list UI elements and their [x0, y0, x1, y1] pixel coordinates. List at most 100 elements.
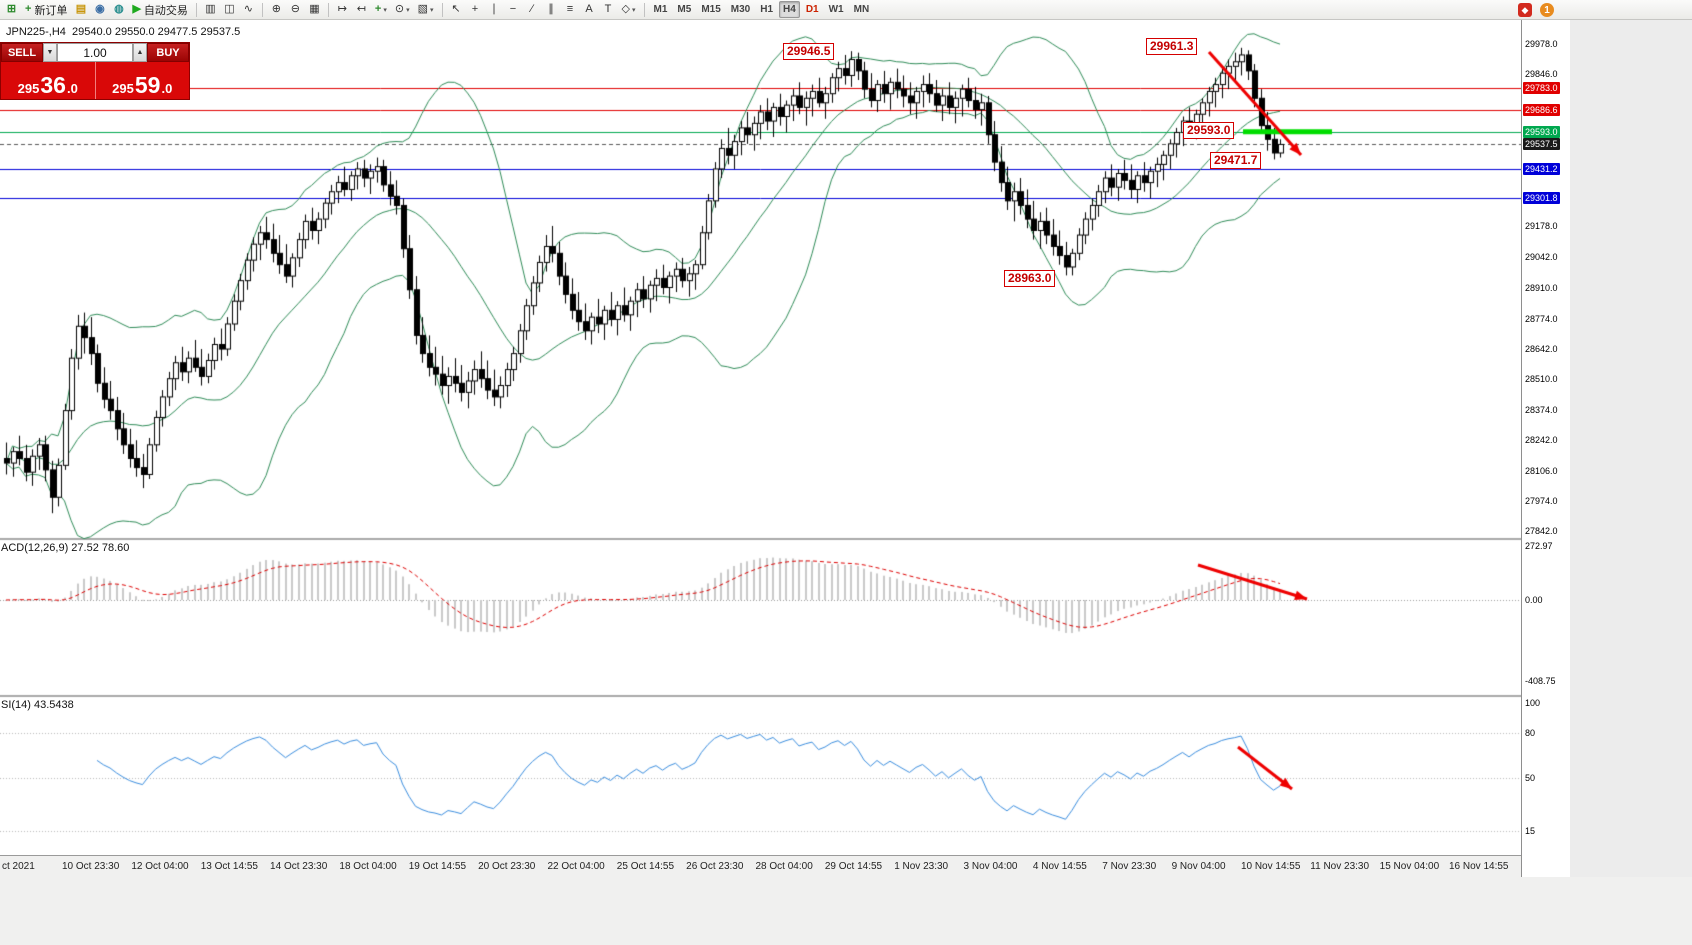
axis-label: 28774.0	[1525, 314, 1558, 324]
price-annotation: 29946.5	[783, 43, 835, 60]
time-label: 16 Nov 14:55	[1449, 861, 1509, 872]
bar-chart-icon[interactable]: ▥	[202, 1, 219, 18]
time-label: 4 Nov 14:55	[1032, 861, 1087, 872]
macd-indicator-label: ACD(12,26,9) 27.52 78.60	[1, 542, 130, 554]
templates-button[interactable]: ▧ ▾	[415, 1, 437, 18]
time-label: 12 Oct 04:00	[131, 861, 189, 872]
crosshair-tool[interactable]: +	[467, 1, 484, 18]
tray-icon[interactable]: ◆	[1518, 3, 1532, 17]
tile-windows-icon[interactable]: ▦	[306, 1, 323, 18]
horizontal-line-tool[interactable]: −	[505, 1, 522, 18]
tf-m30-button[interactable]: M30	[730, 4, 751, 15]
tf-w1-button[interactable]: W1	[828, 4, 844, 15]
trendline-tool[interactable]: ∕	[524, 1, 541, 18]
fibonacci-tool[interactable]: ≡	[562, 1, 579, 18]
price-annotation: 29471.7	[1210, 152, 1262, 169]
data-window-icon-icon: ◍	[114, 3, 124, 15]
bottom-filler	[0, 877, 1692, 945]
notification-badge[interactable]: 1	[1540, 3, 1554, 17]
price-annotation: 29961.3	[1146, 38, 1198, 55]
line-chart-icon-icon: ∿	[243, 3, 254, 15]
volume-decrease-button[interactable]: ▼	[43, 43, 57, 62]
buy-header-button[interactable]: BUY	[147, 43, 189, 62]
time-label: 3 Nov 04:00	[963, 861, 1018, 872]
time-label: 26 Oct 23:30	[686, 861, 744, 872]
tf-h4-button[interactable]: H4	[779, 1, 800, 18]
price-digits: 295	[112, 81, 134, 96]
axis-price-tag: 29301.8	[1523, 192, 1560, 204]
vertical-line-tool[interactable]: ∣	[486, 1, 503, 18]
time-label: 1 Nov 23:30	[894, 861, 949, 872]
chart-shift-icon-icon: ↤	[356, 3, 367, 15]
price-annotation: 28963.0	[1004, 270, 1056, 287]
bar-chart-icon-icon: ▥	[205, 3, 216, 15]
sell-header-button[interactable]: SELL	[1, 43, 43, 62]
chevron-down-icon: ▾	[631, 6, 636, 14]
label-tool[interactable]: T	[600, 1, 617, 18]
indicators-icon: +	[374, 3, 382, 15]
autotrading-button-label: 自动交易	[143, 4, 188, 17]
axis-label: 29042.0	[1525, 252, 1558, 262]
price-digits: .0	[66, 81, 78, 96]
time-label: ct 2021	[2, 861, 35, 872]
volume-input[interactable]	[57, 43, 133, 62]
chart-shift-icon[interactable]: ↤	[353, 1, 370, 18]
auto-scroll-icon-icon: ↦	[337, 3, 348, 15]
axis-label: 80	[1525, 728, 1536, 738]
price-axis: 29978.0 29846.0 29783.0 29686.6 29593.0 29537…	[1521, 20, 1570, 877]
tf-mn-button[interactable]: MN	[853, 4, 870, 15]
axis-label: 28510.0	[1525, 374, 1558, 384]
tile-windows-icon-icon: ▦	[309, 3, 320, 15]
candlestick-chart-icon-icon: ◫	[224, 3, 235, 15]
shapes-tool[interactable]: ◇ ▾	[619, 1, 639, 18]
price-annotation: 29593.0	[1183, 122, 1235, 139]
tf-m1-button[interactable]: M1	[653, 4, 668, 15]
rsi-indicator-label: SI(14) 43.5438	[1, 699, 74, 711]
axis-label: 29178.0	[1525, 221, 1558, 231]
axis-label: 272.97	[1525, 541, 1553, 551]
zoom-out-icon-icon: ⊖	[290, 3, 301, 15]
tf-d1-button[interactable]: D1	[805, 4, 819, 15]
auto-scroll-icon[interactable]: ↦	[334, 1, 351, 18]
line-chart-icon[interactable]: ∿	[240, 1, 257, 18]
autotrading-icon: ▶	[132, 3, 141, 15]
volume-increase-button[interactable]: ▲	[133, 43, 147, 62]
shapes-tool-icon: ◇	[621, 3, 630, 15]
market-watch-icon[interactable]: ◉	[91, 1, 108, 18]
favorites-icon-icon: ▤	[75, 3, 87, 15]
axis-label: -408.75	[1525, 676, 1556, 686]
time-label: 9 Nov 04:00	[1171, 861, 1226, 872]
axis-price-tag: 29686.6	[1523, 104, 1560, 116]
chart-canvas[interactable]	[0, 20, 1521, 855]
symbol-info: JPN225-,H4 29540.0 29550.0 29477.5 29537…	[6, 26, 241, 38]
axis-label: 15	[1525, 826, 1536, 836]
sell-price-button[interactable]: 295 36.0	[1, 62, 96, 99]
periods-icon: ⊙	[394, 3, 405, 15]
candlestick-chart-icon[interactable]: ◫	[221, 1, 238, 18]
time-label: 18 Oct 04:00	[339, 861, 397, 872]
fibonacci-tool-icon: ≡	[566, 3, 574, 15]
tf-h1-button[interactable]: H1	[760, 4, 774, 15]
new-order-button[interactable]: + 新订单	[22, 1, 70, 18]
buy-price-button[interactable]: 295 59.0	[96, 62, 190, 99]
toolbar-separator	[643, 2, 645, 17]
indicators-button[interactable]: + ▾	[372, 1, 390, 18]
data-window-icon[interactable]: ◍	[110, 1, 127, 18]
cursor-tool[interactable]: ↖	[448, 1, 465, 18]
price-digits: .0	[161, 81, 173, 96]
channel-tool-icon: ∥	[548, 3, 554, 15]
text-tool[interactable]: A	[581, 1, 598, 18]
periods-button[interactable]: ⊙ ▾	[392, 1, 413, 18]
time-label: 13 Oct 14:55	[200, 861, 258, 872]
zoom-out-icon[interactable]: ⊖	[287, 1, 304, 18]
tf-m5-button[interactable]: M5	[677, 4, 692, 15]
zoom-in-icon-icon: ⊕	[271, 3, 282, 15]
favorites-icon[interactable]: ▤	[72, 1, 89, 18]
time-label: 22 Oct 04:00	[547, 861, 605, 872]
time-label: 7 Nov 23:30	[1102, 861, 1157, 872]
channel-tool[interactable]: ∥	[543, 1, 560, 18]
zoom-in-icon[interactable]: ⊕	[268, 1, 285, 18]
autotrading-button[interactable]: ▶ 自动交易	[129, 1, 190, 18]
tf-m15-button[interactable]: M15	[701, 4, 721, 15]
new-chart-button[interactable]: ⊞	[3, 1, 20, 18]
